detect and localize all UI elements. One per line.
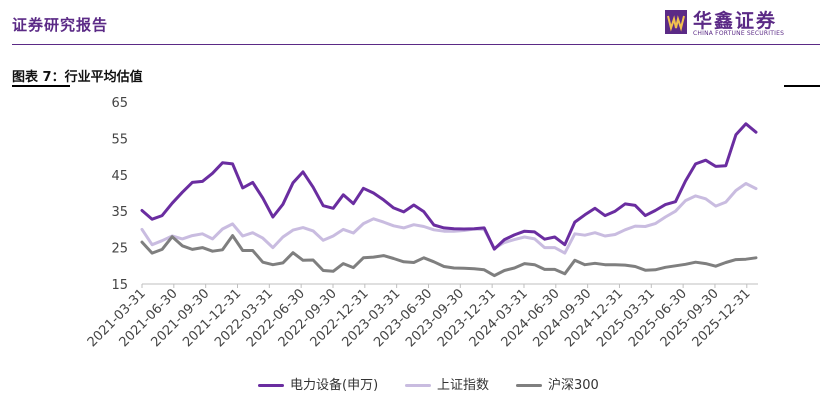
legend-swatch-csi300 <box>516 384 542 387</box>
legend-swatch-sse-index <box>405 384 431 387</box>
series-lines <box>140 122 758 278</box>
legend-label-csi300: 沪深300 <box>548 378 599 393</box>
header-divider <box>12 44 820 45</box>
y-tick-label: 45 <box>111 169 128 184</box>
legend-label-sse-index: 上证指数 <box>437 378 490 393</box>
legend-label-power-equipment: 电力设备(申万) <box>290 378 379 393</box>
company-logo: 华鑫证券 CHINA FORTUNE SECURITIES <box>665 6 815 40</box>
legend-item-sse-index: 上证指数 <box>405 374 489 394</box>
figure-title: 图表 7：行业平均估值 <box>12 70 143 85</box>
report-label: 证券研究报告 <box>12 16 109 34</box>
legend: 电力设备(申万) 上证指数 沪深300 <box>0 374 831 396</box>
y-tick-label: 25 <box>111 242 128 257</box>
x-axis: 2021-03-312021-06-302021-09-302021-12-31… <box>85 284 754 350</box>
logo-mark-icon <box>665 10 687 34</box>
series-line-sse-index <box>140 182 758 255</box>
logo-english-name: CHINA FORTUNE SECURITIES <box>693 30 785 37</box>
legend-item-power-equipment: 电力设备(申万) <box>258 374 378 394</box>
legend-swatch-power-equipment <box>258 384 284 387</box>
y-axis: 15 25 35 45 55 65 <box>111 96 128 293</box>
y-tick-label: 55 <box>111 132 128 147</box>
logo-chinese-name: 华鑫证券 <box>693 10 778 32</box>
figure-title-rule-right <box>784 85 820 87</box>
series-line-csi300 <box>140 234 758 278</box>
figure-title-underline <box>12 85 70 87</box>
y-tick-label: 35 <box>111 205 128 220</box>
y-tick-label: 65 <box>111 96 128 111</box>
legend-item-csi300: 沪深300 <box>516 374 599 394</box>
y-tick-label: 15 <box>111 278 128 293</box>
series-line-power-equipment <box>140 122 758 251</box>
